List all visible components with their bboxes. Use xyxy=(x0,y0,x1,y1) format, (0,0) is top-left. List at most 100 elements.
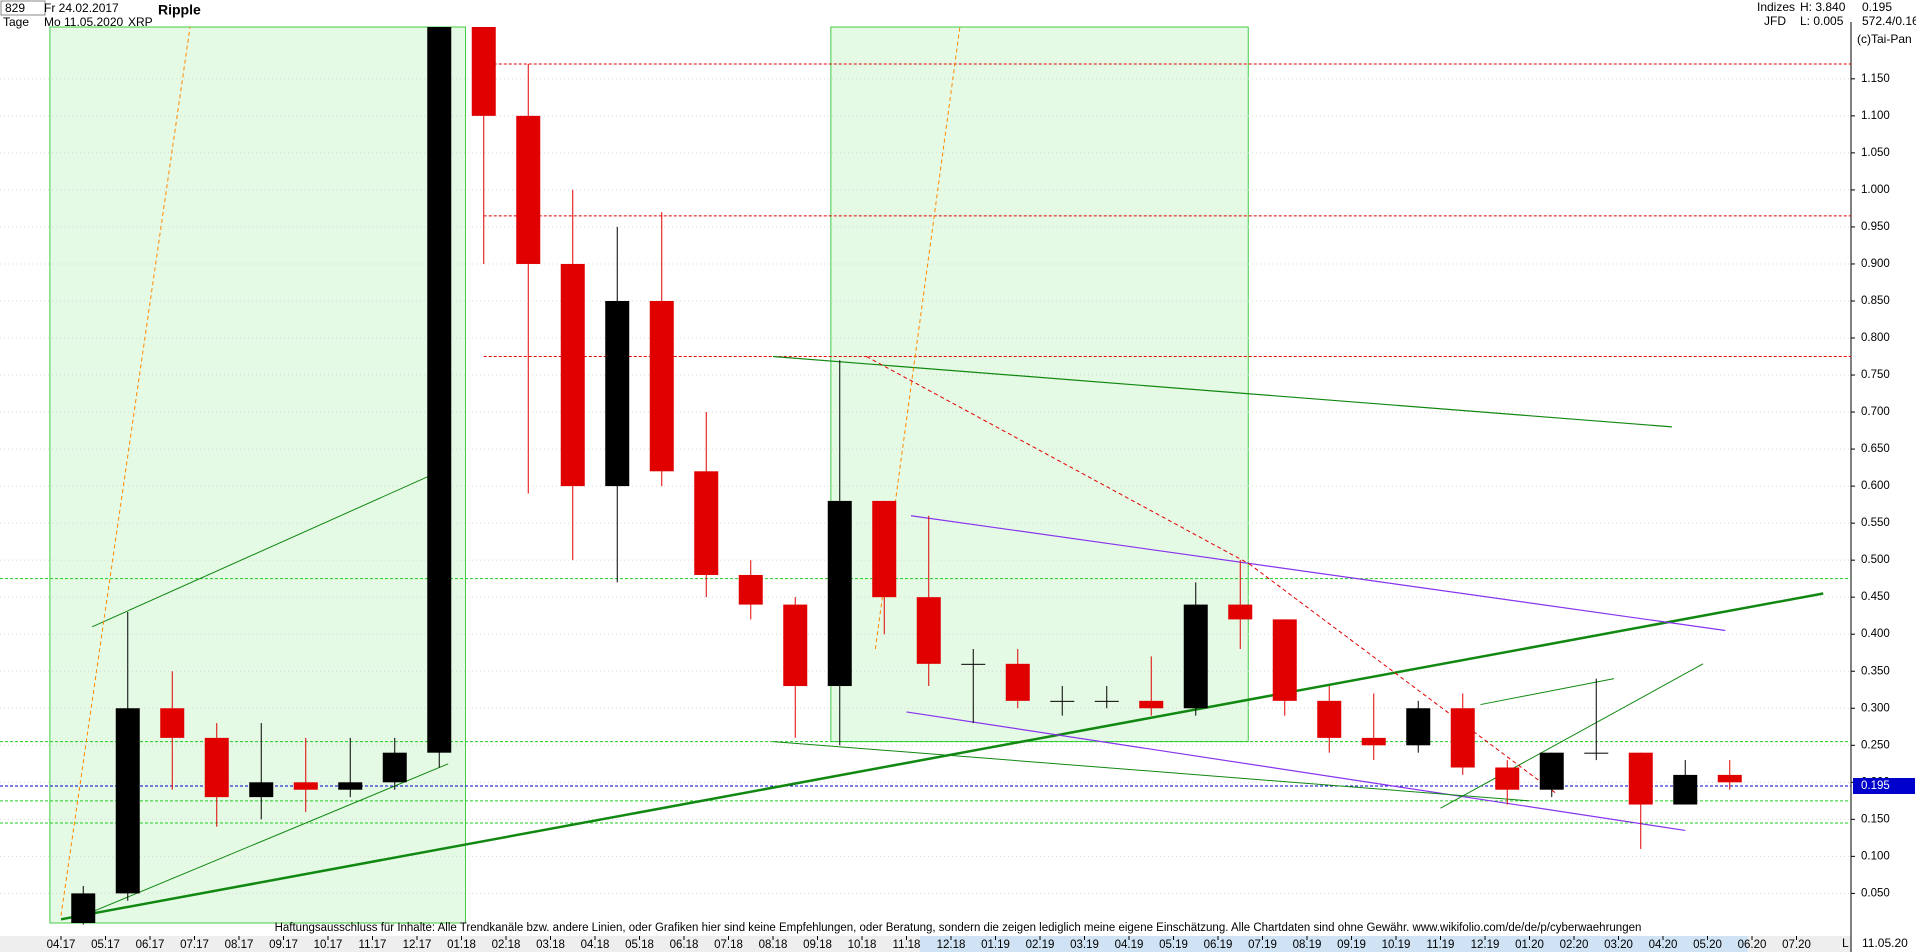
y-tick-label: 1.100 xyxy=(1861,110,1890,122)
candle-body xyxy=(516,115,541,264)
x-tick-label: 01.18 xyxy=(447,939,476,951)
x-tick-label: 06.19 xyxy=(1204,939,1233,951)
trend-line xyxy=(1440,663,1704,809)
disclaimer: Haftungsausschluss für Inhalte: Alle Tre… xyxy=(275,922,1642,934)
candle-body xyxy=(1272,619,1297,701)
x-tick-label: 05.20 xyxy=(1693,939,1722,951)
candle-body xyxy=(694,471,719,575)
y-tick-label: 0.250 xyxy=(1861,739,1890,751)
candle-body xyxy=(1450,708,1475,768)
y-tick-label: 0.050 xyxy=(1861,887,1890,899)
id-box[interactable] xyxy=(0,0,46,16)
candle-body xyxy=(783,604,808,687)
scale-flag: L xyxy=(1842,936,1849,950)
x-tick-label: 09.17 xyxy=(269,939,298,951)
candle-body xyxy=(1139,700,1164,709)
x-tick-label: 01.19 xyxy=(981,939,1010,951)
y-tick-label: 0.950 xyxy=(1861,221,1890,233)
x-tick-label: 11.17 xyxy=(359,939,387,951)
candle-body xyxy=(249,782,274,798)
candle-body xyxy=(1228,604,1253,620)
y-tick-label: 0.850 xyxy=(1861,295,1890,307)
current-label: 0.195 xyxy=(1861,780,1890,792)
x-tick-label: 08.19 xyxy=(1293,939,1322,951)
candle-body xyxy=(204,737,229,798)
candle-body xyxy=(560,263,585,487)
candle-body xyxy=(1317,700,1342,738)
low: L: 0.005 xyxy=(1800,14,1844,28)
x-tick-label: 09.18 xyxy=(803,939,832,951)
trend-line xyxy=(60,592,1824,921)
x-tick-label: 03.19 xyxy=(1070,939,1099,951)
candle-body xyxy=(293,782,318,790)
x-tick-label: 07.19 xyxy=(1248,939,1277,951)
candle-body xyxy=(1050,700,1075,702)
y-tick-label: 0.450 xyxy=(1861,591,1890,603)
y-tick-label: 0.900 xyxy=(1861,258,1890,270)
candle-body xyxy=(71,893,96,923)
trend-line xyxy=(772,741,1530,802)
x-tick-label: 10.18 xyxy=(848,939,877,951)
date-right: 11.05.20 xyxy=(1862,936,1908,950)
x-tick-label: 06.18 xyxy=(670,939,699,951)
y-tick-label: 0.150 xyxy=(1861,813,1890,825)
candle-body xyxy=(1717,774,1742,783)
x-tick-label: 10.19 xyxy=(1382,939,1411,951)
candle-body xyxy=(1361,737,1386,746)
y-tick-label: 1.050 xyxy=(1861,147,1890,159)
trend-line xyxy=(866,356,1250,565)
candle-body xyxy=(1495,767,1520,790)
index-label: Indizes xyxy=(1757,0,1795,14)
x-tick-label: 09.19 xyxy=(1337,939,1366,951)
x-tick-label: 10.17 xyxy=(314,939,343,951)
chart-id: 829 xyxy=(5,1,25,15)
candle-body xyxy=(471,27,496,116)
y-tick-label: 0.400 xyxy=(1861,628,1890,640)
y-tick-label: 0.500 xyxy=(1861,554,1890,566)
candle-body xyxy=(916,597,941,664)
x-tick-label: 07.17 xyxy=(180,939,209,951)
high: H: 3.840 xyxy=(1800,0,1846,14)
x-tick-label: 05.17 xyxy=(91,939,120,951)
y-tick-label: 1.150 xyxy=(1861,73,1890,85)
symbol: XRP xyxy=(128,15,153,29)
x-tick-label: 07.20 xyxy=(1782,939,1811,951)
x-tick-label: 03.18 xyxy=(536,939,565,951)
x-tick-label: 03.20 xyxy=(1604,939,1633,951)
x-tick-label: 08.18 xyxy=(759,939,788,951)
candle-body xyxy=(649,300,674,472)
candle-body xyxy=(827,500,852,687)
y-tick-label: 0.700 xyxy=(1861,406,1890,418)
candle-body xyxy=(427,27,452,753)
candle-body xyxy=(1673,774,1698,805)
x-tick-label: 12.17 xyxy=(403,939,432,951)
x-tick-label: 04.18 xyxy=(581,939,610,951)
x-tick-label: 02.19 xyxy=(1026,939,1055,951)
candle-body xyxy=(605,300,630,487)
candle-body xyxy=(1406,708,1431,746)
y-tick-label: 0.600 xyxy=(1861,480,1890,492)
candle-body xyxy=(1005,663,1030,701)
from-date: Fr 24.02.2017 xyxy=(44,1,119,15)
y-tick-label: 0.550 xyxy=(1861,517,1890,529)
range: 572.4/0.16 xyxy=(1862,14,1916,28)
x-tick-label: 12.18 xyxy=(937,939,966,951)
candle-body xyxy=(961,663,986,665)
y-tick-label: 0.750 xyxy=(1861,369,1890,381)
x-tick-label: 11.18 xyxy=(893,939,921,951)
y-tick-label: 1.000 xyxy=(1861,184,1890,196)
last: 0.195 xyxy=(1862,0,1892,14)
candle-body xyxy=(1183,604,1208,709)
trend-line xyxy=(906,711,1686,832)
candle-body xyxy=(160,708,185,738)
candle-body xyxy=(1628,752,1653,805)
period[interactable]: Tage xyxy=(3,15,29,29)
x-tick-label: 06.17 xyxy=(136,939,165,951)
x-tick-label: 11.19 xyxy=(1427,939,1455,951)
candle-body xyxy=(115,708,140,894)
y-tick-label: 0.650 xyxy=(1861,443,1890,455)
trend-line xyxy=(60,26,191,916)
y-tick-label: 0.350 xyxy=(1861,665,1890,677)
